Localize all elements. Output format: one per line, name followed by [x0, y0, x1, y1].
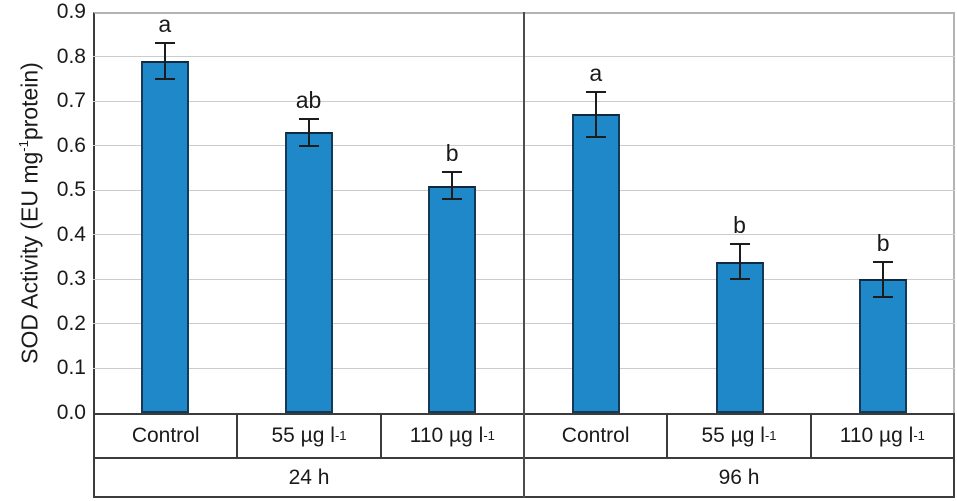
bar [571, 114, 620, 413]
label-superscript: -1 [764, 427, 777, 443]
significance-letter: b [876, 229, 890, 256]
error-bar [882, 261, 885, 298]
error-bar-cap [585, 135, 606, 138]
label-base: 55 µg l [271, 424, 335, 447]
x-axis-group-cell: 24 h [95, 459, 525, 496]
label-superscript: -1 [334, 427, 347, 443]
error-bar-cap [154, 77, 175, 80]
label-base: 110 µg l [839, 424, 914, 447]
error-bar [594, 92, 597, 137]
significance-letter: a [158, 11, 172, 38]
error-bar [163, 43, 166, 79]
y-tick-label: 0.8 [56, 44, 86, 68]
y-tick-label: 0.7 [56, 89, 86, 113]
panel-divider [523, 12, 525, 498]
error-bar-cap [729, 242, 750, 245]
x-axis-category-cell: 55 µg l -1 [238, 415, 382, 457]
error-bar-cap [154, 42, 175, 45]
error-bar-cap [873, 296, 894, 299]
bar [428, 185, 477, 413]
bar [715, 261, 764, 413]
y-tick-label: 0.9 [56, 0, 86, 23]
y-tick-label: 0.2 [56, 311, 86, 335]
x-axis-category-cell: 55 µg l -1 [668, 415, 812, 457]
label-superscript: -1 [913, 427, 925, 443]
label-base: Control [131, 424, 200, 447]
x-axis-category-cell: 110 µg l -1 [812, 415, 953, 457]
bar [284, 132, 333, 413]
y-tick-label: 0.1 [56, 356, 86, 380]
y-tick-label: 0.6 [56, 133, 86, 157]
y-title-superscript: -1 [16, 140, 31, 152]
significance-letter: a [589, 60, 603, 87]
error-bar-cap [873, 260, 894, 263]
error-bar-cap [298, 117, 319, 120]
y-tick-label: 0.0 [56, 401, 86, 424]
error-bar [307, 118, 310, 146]
error-bar-cap [729, 278, 750, 281]
x-axis-category-cell: Control [525, 415, 669, 457]
error-bar-cap [442, 198, 463, 201]
bar [140, 61, 189, 413]
x-axis-category-cell: Control [95, 415, 239, 457]
label-superscript: -1 [483, 427, 495, 443]
x-axis-category-cell: 110 µg l -1 [382, 415, 525, 457]
error-bar-cap [298, 144, 319, 147]
significance-letter: b [445, 140, 459, 167]
significance-letter: ab [295, 86, 322, 113]
bar [859, 279, 908, 413]
x-axis-group-cell: 96 h [718, 465, 760, 489]
error-bar [451, 172, 454, 200]
label-base: 110 µg l [409, 424, 484, 447]
error-bar-cap [585, 91, 606, 94]
error-bar [738, 243, 741, 280]
y-tick-label: 0.3 [56, 267, 86, 291]
label-base: Control [561, 424, 630, 447]
y-tick-label: 0.5 [56, 178, 86, 202]
label-base: 55 µg l [701, 424, 765, 447]
error-bar-cap [442, 171, 463, 174]
y-tick-label: 0.4 [56, 222, 86, 246]
significance-letter: b [733, 211, 746, 238]
